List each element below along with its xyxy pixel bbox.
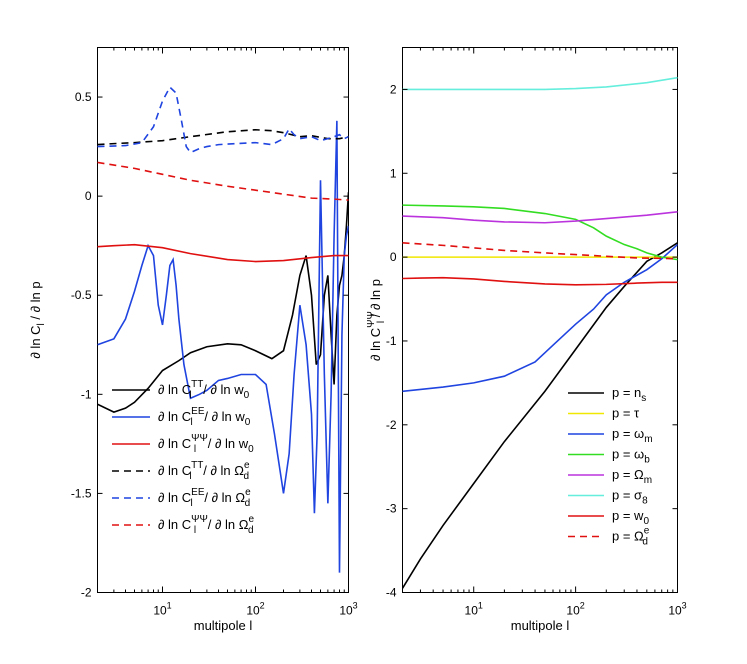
right-x-tick-label: 101 [465, 601, 483, 618]
right-legend-label: p = ωm [612, 426, 653, 445]
right-legend-label: p = ωb [612, 447, 650, 466]
left-legend: ∂ ln CTT l / ∂ ln w0 ∂ ln CEE l / ∂ ln w0 ∂ … [112, 379, 254, 536]
left-y-axis-title: ∂ ln Cl / ∂ ln p [28, 281, 47, 358]
right-axes: 2 1 0 -1 -2 -3 -4 101 102 103 [386, 47, 687, 618]
right-x-axis-title: multipole l [511, 618, 570, 633]
right-series-group [402, 76, 678, 589]
left-legend-label: ∂ ln CΨΨ l / ∂ ln w0 [158, 433, 254, 455]
right-legend-label: p = w0 [612, 508, 649, 527]
right-legend-label: p = ns [612, 385, 646, 404]
right-y-tick-label: 2 [390, 82, 397, 96]
left-legend-label: ∂ ln CEE l / ∂ ln Ωe d [158, 487, 251, 509]
left-series-line-6 [97, 161, 349, 201]
left-series-line-5 [97, 85, 349, 154]
right-series-line-6 [402, 76, 678, 91]
left-series-line-3 [97, 243, 349, 263]
left-x-tick-label: 103 [339, 601, 357, 618]
left-x-tick-label: 102 [246, 601, 264, 618]
right-series-line-1 [402, 242, 678, 589]
right-y-tick-label: 1 [390, 166, 397, 180]
right-y-tick-label: -4 [386, 586, 397, 600]
right-legend-label: p = Ωm [612, 467, 652, 486]
left-legend-label: ∂ ln CΨΨ l / ∂ ln Ωe d [158, 514, 254, 536]
left-legend-label: ∂ ln CEE l / ∂ ln w0 [158, 406, 251, 428]
left-plot-frame [97, 47, 349, 593]
right-plot-frame [402, 47, 678, 593]
right-legend-label: p = σ8 [612, 488, 648, 507]
right-x-tick-label: 103 [668, 601, 686, 618]
right-series-line-3 [402, 243, 678, 393]
left-series-group [97, 85, 349, 573]
left-y-tick-label: -1 [81, 387, 92, 401]
right-y-tick-label: -3 [386, 502, 397, 516]
right-series-line-7 [402, 276, 678, 286]
left-y-tick-label: 0.5 [75, 90, 92, 104]
left-axes: 0.5 0 -0.5 -1 -1.5 -2 101 102 103 [71, 47, 358, 618]
right-series-line-4 [402, 204, 678, 261]
left-legend-label: ∂ ln CTT l / ∂ ln Ωe d [158, 460, 250, 482]
left-series-line-4 [97, 128, 349, 146]
left-y-tick-label: 0 [85, 189, 92, 203]
left-panel: 0.5 0 -0.5 -1 -1.5 -2 101 102 103 ∂ ln CTT l / ∂ … [28, 47, 358, 633]
right-legend: p = ns p = τ p = ωm p = ωbp = Ωm p = σ8p = w… [568, 385, 653, 548]
left-x-tick-label: 101 [153, 601, 171, 618]
right-legend-label: p = Ωe d [612, 526, 650, 548]
right-x-tick-label: 102 [566, 601, 584, 618]
left-y-tick-label: -0.5 [71, 288, 92, 302]
right-y-tick-label: -2 [386, 418, 397, 432]
left-series-line-2 [97, 120, 349, 573]
right-y-tick-label: 0 [390, 250, 397, 264]
left-y-tick-label: -2 [81, 586, 92, 600]
right-y-axis-title: ∂ ln CΨΨl / ∂ ln p [366, 279, 387, 361]
right-series-line-8 [402, 242, 678, 260]
right-y-tick-label: -1 [386, 334, 397, 348]
right-series-line-5 [402, 211, 678, 224]
right-legend-label: p = τ [612, 406, 640, 421]
left-x-axis-title: multipole l [194, 618, 253, 633]
left-y-tick-label: -1.5 [71, 486, 92, 500]
left-legend-label: ∂ ln CTT l / ∂ ln w0 [158, 379, 250, 401]
